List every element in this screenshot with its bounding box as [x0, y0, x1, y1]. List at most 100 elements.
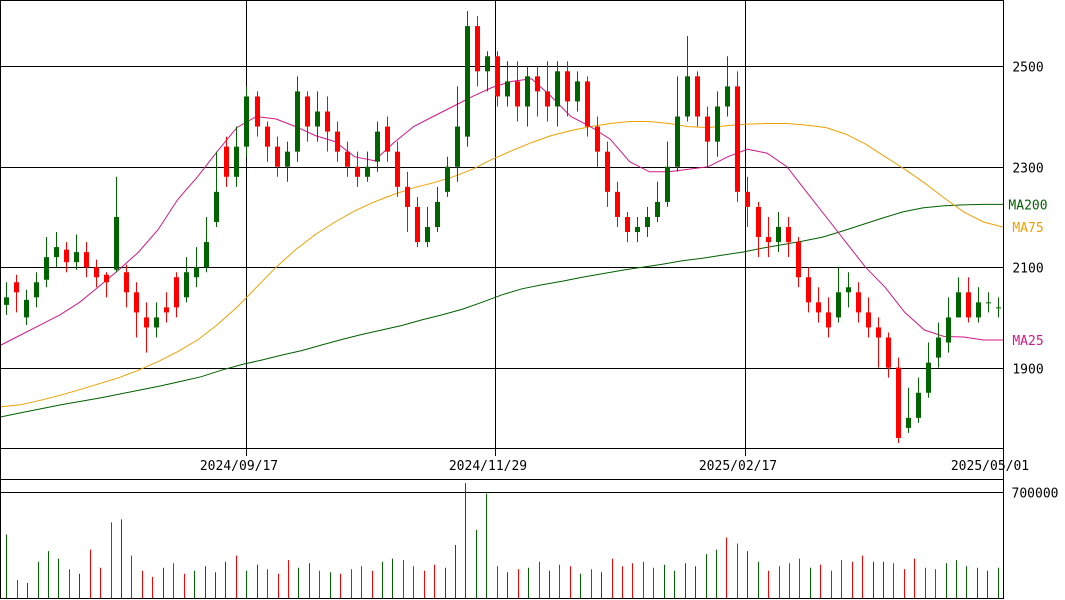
candle-body [234, 146, 239, 177]
candle-body [285, 151, 290, 167]
candle-body [715, 106, 720, 142]
candle-body [625, 216, 630, 233]
candle-body [335, 131, 340, 152]
date-axis: 2024/09/17 2024/11/29 2025/02/17 2025/05/01 [0, 448, 1029, 480]
ma-line-ma200 [0, 203, 1003, 418]
candle-body [545, 91, 550, 107]
candle-body [84, 252, 89, 268]
candle-body [946, 317, 951, 343]
candle-body [54, 247, 59, 258]
candle-body [244, 96, 249, 147]
volume-plot-frame [0, 479, 1004, 599]
candle-body [44, 257, 49, 280]
candle-body [315, 111, 320, 127]
candle-body [655, 201, 660, 217]
candle-body [485, 56, 490, 72]
candle-body [455, 126, 460, 167]
candle-body [585, 81, 590, 127]
candle-body [74, 252, 79, 263]
price-tick-label: 2100 [1012, 262, 1043, 277]
candle-body [555, 71, 560, 107]
ma-label-ma75: MA75 [1012, 221, 1043, 236]
ma-line-ma25 [0, 78, 1003, 346]
candle-body [265, 126, 270, 147]
volume-panel: 700000 [0, 479, 1059, 599]
candle-body [405, 186, 410, 207]
candle-body [645, 216, 650, 228]
date-tick-label: 2024/09/17 [200, 459, 278, 474]
candle-body [365, 166, 370, 177]
date-tick-label: 2025/02/17 [699, 459, 777, 474]
candle-body [986, 302, 991, 304]
candle-body [275, 146, 280, 167]
candle-body [515, 81, 520, 107]
candle-body [64, 249, 69, 263]
candle-body [305, 96, 310, 127]
candle-body [295, 91, 300, 152]
candle-body [255, 96, 260, 127]
candle-body [164, 307, 169, 313]
candle-body [224, 146, 229, 177]
candle-body [896, 367, 901, 438]
moving-average-labels: MA200 MA75 MA25 [1008, 198, 1047, 349]
candle-body [836, 292, 841, 318]
ma-label-ma200: MA200 [1008, 198, 1047, 213]
candle-body [725, 86, 730, 107]
candle-body [936, 337, 941, 358]
candle-body [615, 191, 620, 217]
candle-body [104, 274, 109, 283]
moving-average-lines [0, 78, 1004, 418]
candle-body [194, 267, 199, 278]
candle-body [465, 26, 470, 137]
ma-label-ma25: MA25 [1012, 334, 1043, 349]
candle-body [575, 81, 580, 102]
candle-body [124, 272, 129, 293]
candle-body [966, 292, 971, 318]
price-tick-label: 1900 [1012, 363, 1043, 378]
candle-body [144, 317, 149, 328]
candle-body [525, 76, 530, 107]
candle-body [325, 111, 330, 132]
candle-body [956, 292, 961, 318]
candle-body [876, 327, 881, 338]
volume-axis-ticks: 700000 [1012, 487, 1059, 502]
candle-body [635, 227, 640, 233]
candle-body [926, 362, 931, 393]
date-axis-frame [0, 448, 1004, 480]
candle-body [345, 151, 350, 167]
date-tick-label: 2024/11/29 [449, 459, 527, 474]
candle-body [856, 292, 861, 313]
candle-body [435, 201, 440, 228]
candle-body [134, 292, 139, 313]
candle-body [976, 302, 981, 318]
price-plot-frame [0, 0, 1004, 449]
price-tick-label: 2500 [1012, 61, 1043, 76]
candle-body [174, 277, 179, 308]
candle-body [14, 282, 19, 293]
candle-body [154, 317, 159, 328]
price-panel: 1900 2100 2300 2500 MA200 MA75 MA25 [0, 0, 1048, 449]
candle-body [886, 337, 891, 368]
candle-body [425, 227, 430, 243]
candle-body [565, 71, 570, 102]
candle-body [535, 76, 540, 92]
candlesticks [4, 11, 1001, 443]
candle-body [415, 206, 420, 243]
candle-body [796, 242, 801, 278]
candle-body [695, 76, 700, 117]
candle-body [495, 56, 500, 97]
candle-body [605, 151, 610, 192]
candle-body [705, 116, 710, 142]
price-axis-ticks: 1900 2100 2300 2500 [1012, 61, 1043, 378]
candle-body [826, 312, 831, 328]
ma-line-ma75 [0, 121, 1004, 408]
date-tick-label: 2025/05/01 [951, 459, 1029, 474]
candle-body [866, 312, 871, 328]
candle-body [595, 126, 600, 152]
volume-tick-label: 700000 [1012, 487, 1059, 502]
price-tick-label: 2300 [1012, 162, 1043, 177]
candle-body [34, 282, 39, 298]
candle-body [806, 277, 811, 303]
candle-body [665, 166, 670, 202]
